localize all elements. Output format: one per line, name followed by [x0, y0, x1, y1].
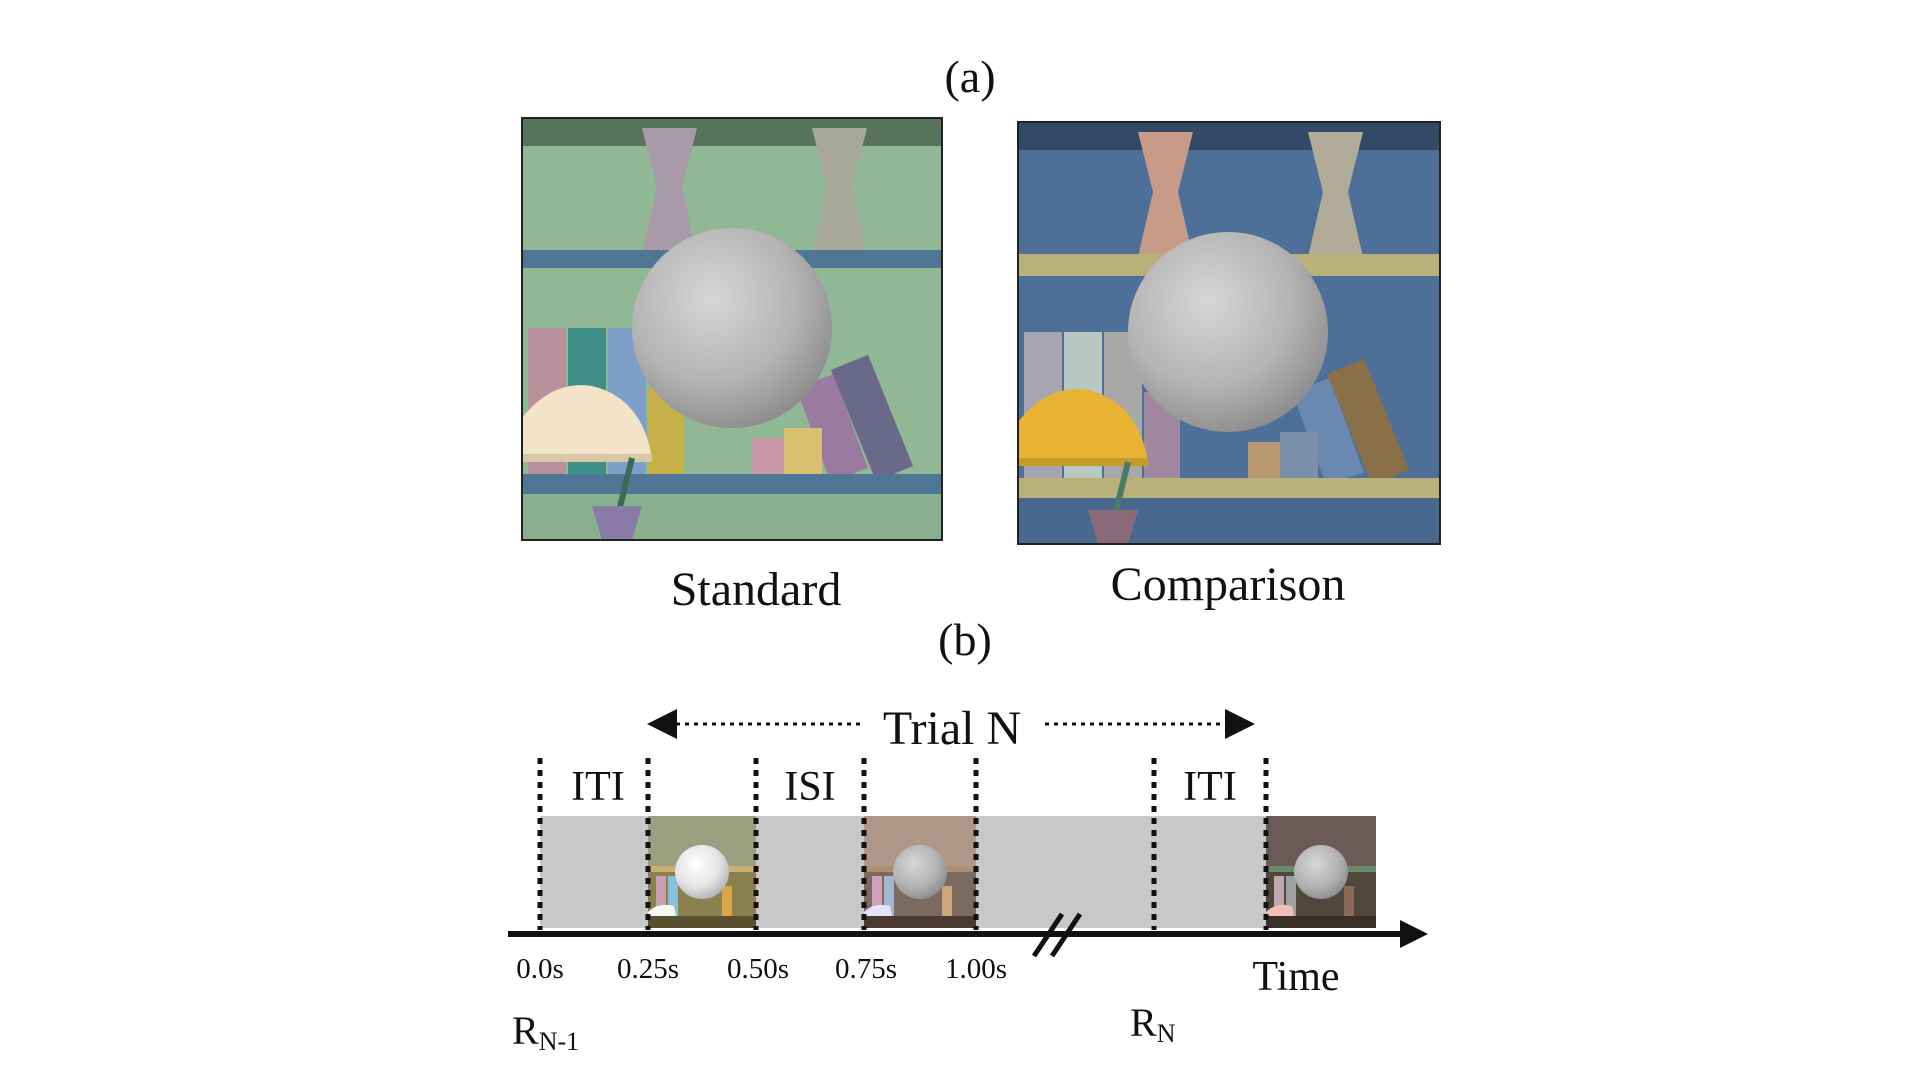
response-curr-label: RN	[1130, 1000, 1176, 1048]
standard-label: Standard	[671, 563, 842, 616]
interval-label-isi: ISI	[784, 764, 835, 810]
response-curr-sub: N	[1157, 1019, 1176, 1048]
panel-a-label: (a)	[944, 51, 995, 102]
trial-label: Trial N	[883, 702, 1021, 755]
tick-label-3: 0.75s	[835, 953, 897, 985]
tick-label-1: 0.25s	[617, 953, 679, 985]
tick-label-4: 1.00s	[945, 953, 1007, 985]
isi-blank	[756, 816, 864, 928]
comparison-sphere	[1128, 232, 1328, 432]
response-prev-base: R	[512, 1008, 539, 1053]
stimulus-thumbnail-3	[1266, 816, 1376, 928]
tick-label-0: 0.0s	[516, 953, 564, 985]
post-blank	[976, 816, 1154, 928]
interval-label-iti-1: ITI	[571, 764, 625, 810]
standard-sphere	[632, 228, 832, 428]
panel-b-label: (b)	[938, 614, 992, 665]
response-prev-label: RN-1	[512, 1008, 579, 1056]
stimulus-thumbnail-1	[648, 816, 756, 928]
tick-label-2: 0.50s	[727, 953, 789, 985]
iti-blank-1	[540, 816, 648, 928]
iti-blank-2	[1154, 816, 1266, 928]
response-prev-sub: N-1	[539, 1027, 579, 1056]
standard-image	[521, 117, 943, 541]
stimulus-thumbnail-2	[864, 816, 976, 928]
comparison-image	[1017, 121, 1441, 545]
comparison-label: Comparison	[1111, 558, 1346, 611]
time-axis-label: Time	[1252, 954, 1339, 1000]
response-curr-base: R	[1130, 1000, 1157, 1045]
time-axis-arrowhead	[1400, 920, 1428, 948]
axis-break-icon	[1031, 912, 1083, 958]
interval-label-iti-2: ITI	[1183, 764, 1237, 810]
